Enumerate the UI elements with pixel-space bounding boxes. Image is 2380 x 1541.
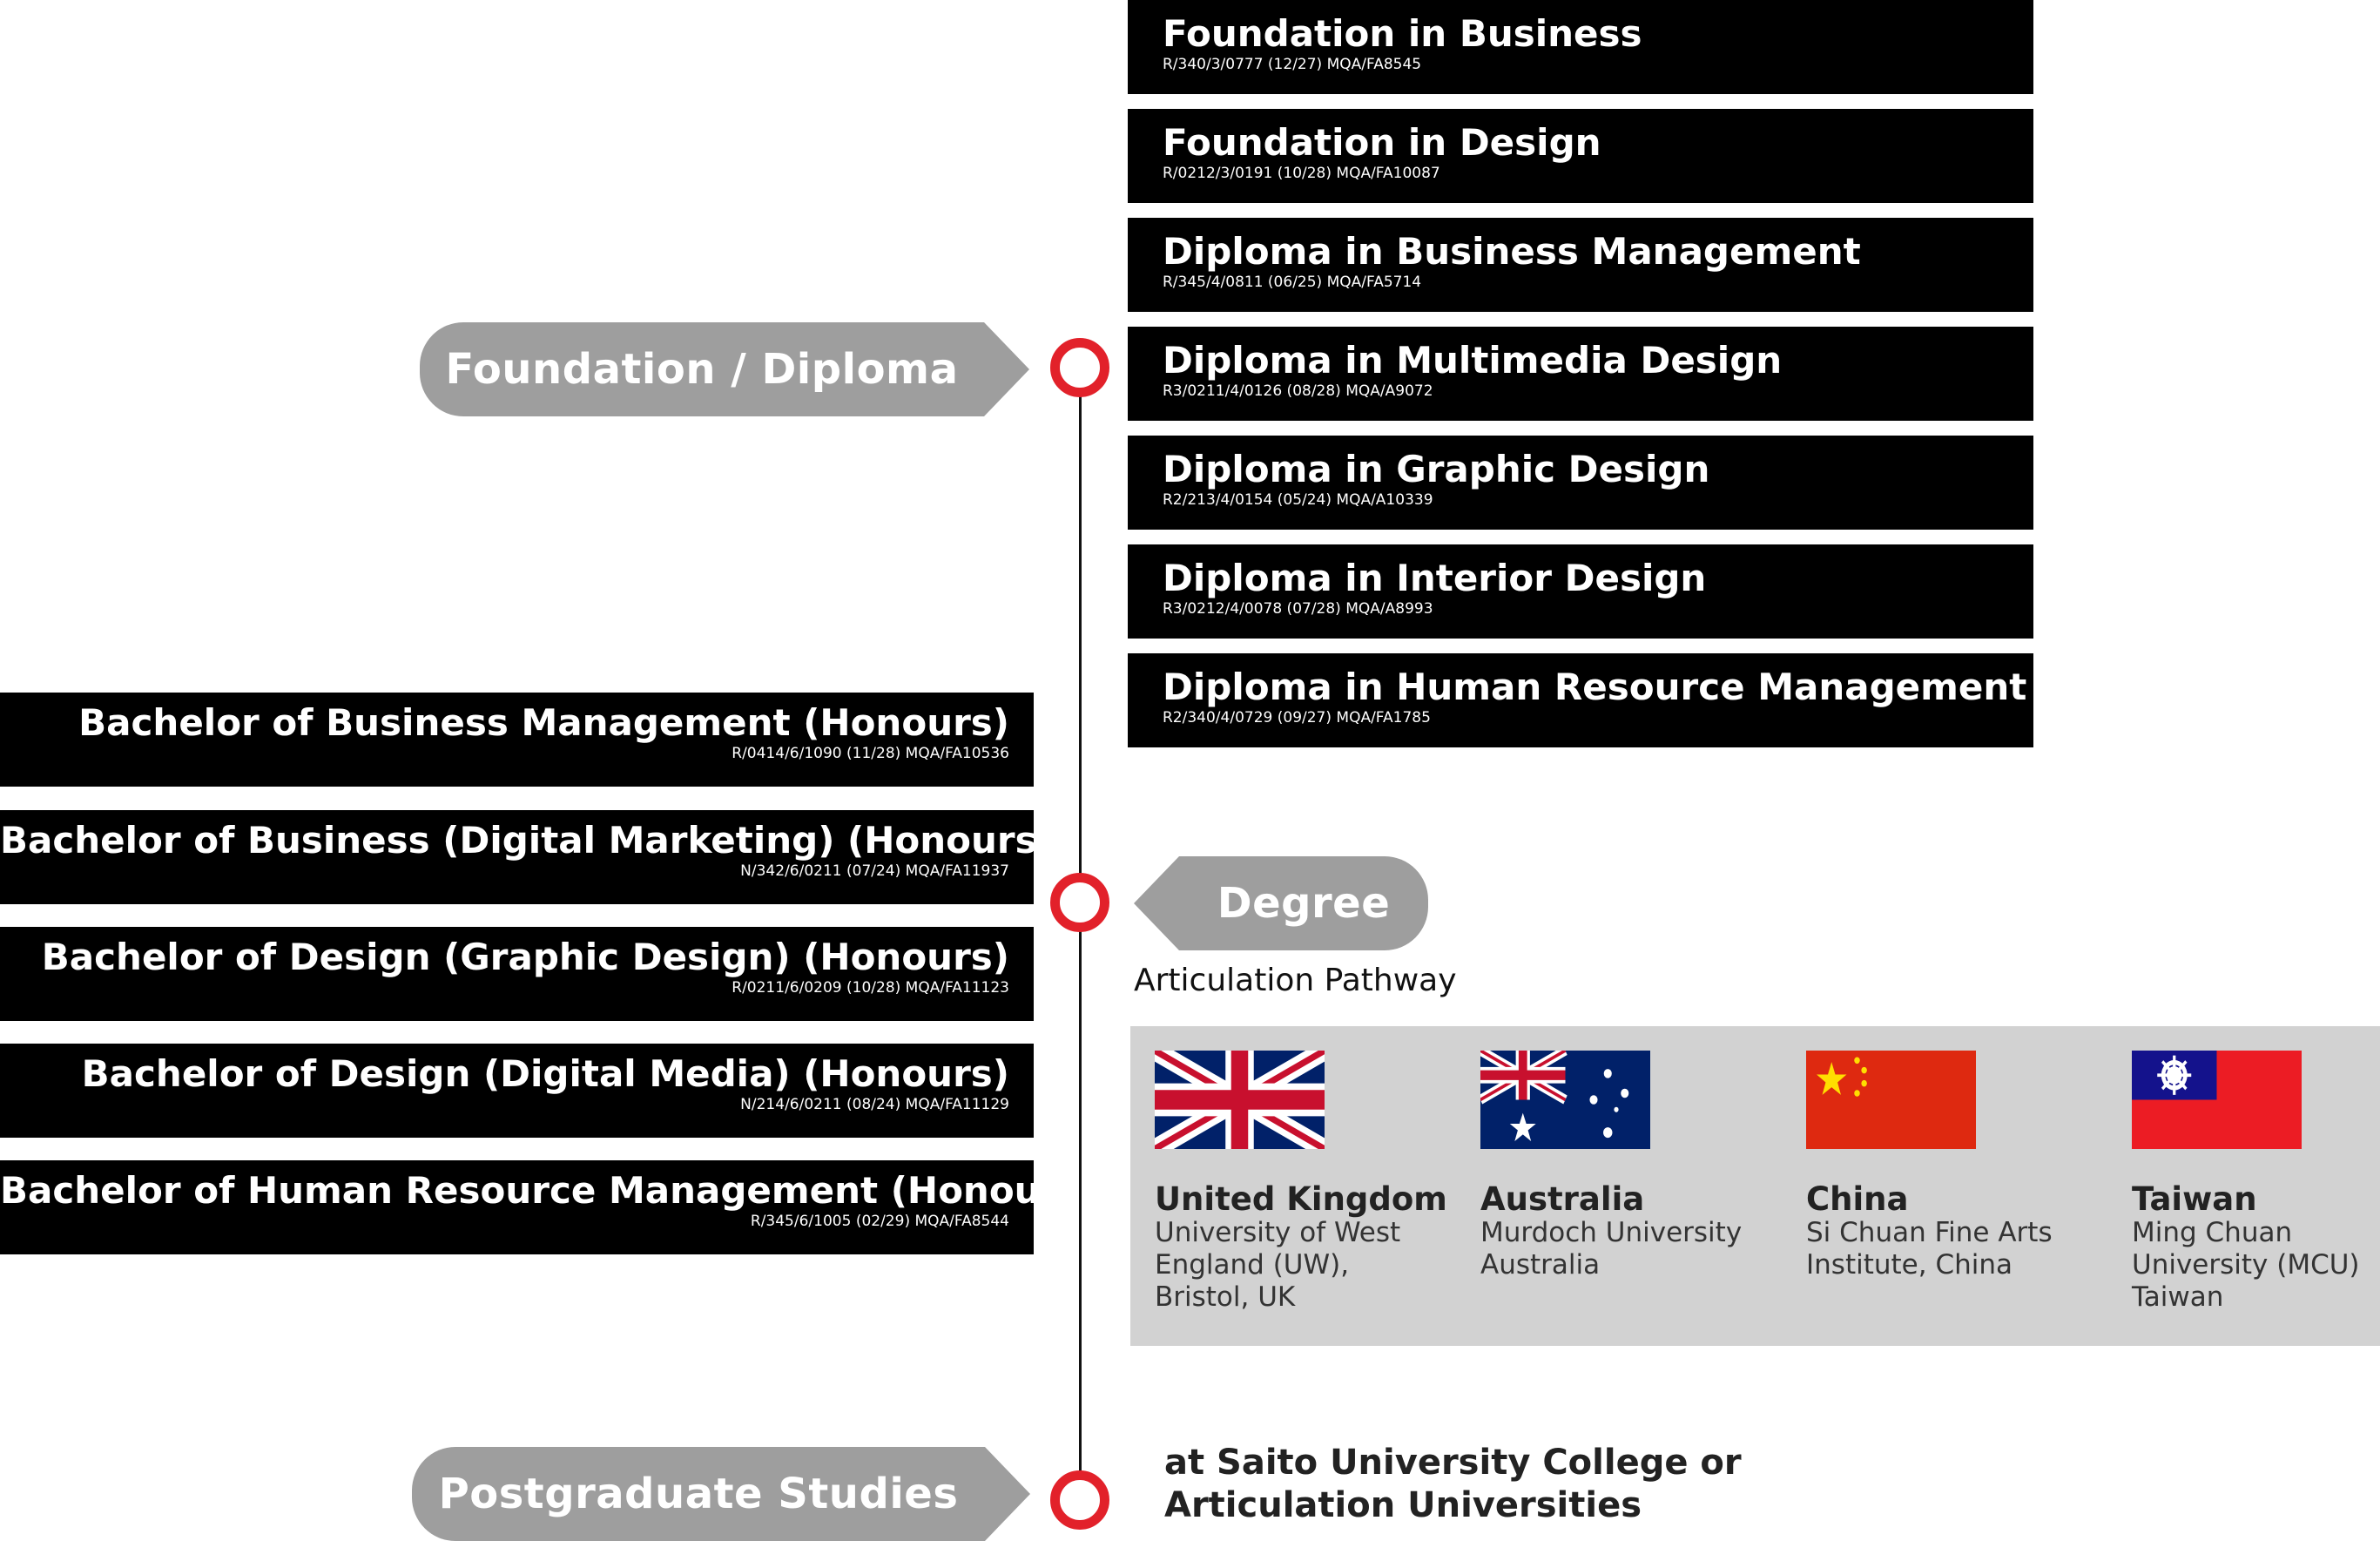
country-china: China Si Chuan Fine Arts Institute, Chin… — [1806, 1051, 2102, 1281]
articulation-panel: United Kingdom University of West Englan… — [1130, 1026, 2380, 1346]
stage-tag-foundation: Foundation / Diploma — [420, 322, 1029, 416]
articulation-heading: Articulation Pathway — [1134, 963, 1457, 998]
program-bar-bachelor-human-resource-management[interactable]: Bachelor of Human Resource Management (H… — [0, 1160, 1097, 1254]
program-title: Bachelor of Design (Graphic Design) (Hon… — [41, 936, 1009, 978]
stage-label: Degree — [1217, 879, 1391, 928]
program-title: Bachelor of Business (Digital Marketing)… — [0, 819, 1054, 862]
program-title: Diploma in Graphic Design — [1163, 448, 1710, 490]
program-bar-bachelor-business-digital-marketing[interactable]: Bachelor of Business (Digital Marketing)… — [0, 810, 1054, 904]
program-bar-diploma-human-resource-management[interactable]: Diploma in Human Resource Management R2/… — [1128, 653, 2033, 747]
program-bar-foundation-business[interactable]: Foundation in Business R/340/3/0777 (12/… — [1128, 0, 2033, 94]
stage-tag-degree: Degree — [1134, 856, 1428, 950]
program-title: Foundation in Business — [1163, 12, 1642, 55]
program-code: R3/0212/4/0078 (07/28) MQA/A8993 — [1163, 600, 1433, 618]
program-bar-diploma-graphic-design[interactable]: Diploma in Graphic Design R2/213/4/0154 … — [1128, 436, 2033, 530]
program-code: R/0414/6/1090 (11/28) MQA/FA10536 — [732, 745, 1009, 762]
program-bar-diploma-interior-design[interactable]: Diploma in Interior Design R3/0212/4/007… — [1128, 544, 2033, 639]
program-code: R2/213/4/0154 (05/24) MQA/A10339 — [1163, 491, 1433, 509]
university-name: University of West England (UW), Bristol… — [1155, 1217, 1401, 1313]
program-code: R3/0211/4/0126 (08/28) MQA/A9072 — [1163, 382, 1433, 400]
program-bar-diploma-business-management[interactable]: Diploma in Business Management R/345/4/0… — [1128, 218, 2033, 312]
program-title: Diploma in Interior Design — [1163, 557, 1707, 599]
program-code: R/0211/6/0209 (10/28) MQA/FA11123 — [732, 979, 1009, 997]
program-title: Bachelor of Design (Digital Media) (Hono… — [81, 1052, 1009, 1095]
program-code: R/345/4/0811 (06/25) MQA/FA5714 — [1163, 274, 1422, 291]
program-code: N/342/6/0211 (07/24) MQA/FA11937 — [740, 862, 1009, 880]
stage-label: Foundation / Diploma — [445, 345, 959, 394]
timeline-node-foundation — [1050, 338, 1109, 397]
country-australia: Australia Murdoch University Australia — [1480, 1051, 1777, 1281]
country-name: Taiwan — [2132, 1180, 2257, 1218]
country-name: Australia — [1480, 1180, 1645, 1218]
university-name: Ming Chuan University (MCU) Taiwan — [2132, 1217, 2360, 1313]
program-code: R/345/6/1005 (02/29) MQA/FA8544 — [750, 1213, 1009, 1230]
country-united-kingdom: United Kingdom University of West Englan… — [1155, 1051, 1451, 1314]
postgrad-note-line2: Articulation Universities — [1164, 1485, 1642, 1525]
program-bar-bachelor-design-graphic-design[interactable]: Bachelor of Design (Graphic Design) (Hon… — [0, 927, 1034, 1021]
program-code: R/340/3/0777 (12/27) MQA/FA8545 — [1163, 56, 1422, 73]
program-title: Diploma in Business Management — [1163, 230, 1861, 273]
program-bar-bachelor-design-digital-media[interactable]: Bachelor of Design (Digital Media) (Hono… — [0, 1044, 1034, 1138]
china-flag-icon — [1806, 1051, 1976, 1149]
stage-label: Postgraduate Studies — [438, 1470, 959, 1518]
program-bar-diploma-multimedia-design[interactable]: Diploma in Multimedia Design R3/0211/4/0… — [1128, 327, 2033, 421]
stage-tag-postgrad: Postgraduate Studies — [412, 1447, 1030, 1541]
country-taiwan: Taiwan Ming Chuan University (MCU) Taiwa… — [2132, 1051, 2380, 1314]
postgrad-note-line1: at Saito University College or — [1164, 1443, 1742, 1483]
program-title: Bachelor of Human Resource Management (H… — [0, 1169, 1097, 1212]
university-name: Si Chuan Fine Arts Institute, China — [1806, 1217, 2053, 1281]
uk-flag-icon — [1155, 1051, 1325, 1149]
country-name: China — [1806, 1180, 1909, 1218]
program-bar-foundation-design[interactable]: Foundation in Design R/0212/3/0191 (10/2… — [1128, 109, 2033, 203]
taiwan-flag-icon — [2132, 1051, 2302, 1149]
program-title: Foundation in Design — [1163, 121, 1601, 164]
program-code: R2/340/4/0729 (09/27) MQA/FA1785 — [1163, 709, 1431, 727]
program-code: N/214/6/0211 (08/24) MQA/FA11129 — [740, 1096, 1009, 1113]
program-title: Diploma in Human Resource Management — [1163, 666, 2027, 708]
timeline-node-degree — [1050, 873, 1109, 932]
program-code: R/0212/3/0191 (10/28) MQA/FA10087 — [1163, 165, 1440, 182]
timeline-node-postgrad — [1050, 1470, 1109, 1530]
program-bar-bachelor-business-management[interactable]: Bachelor of Business Management (Honours… — [0, 693, 1034, 787]
australia-flag-icon — [1480, 1051, 1650, 1149]
university-name: Murdoch University Australia — [1480, 1217, 1743, 1281]
postgrad-note: at Saito University College or Articulat… — [1164, 1442, 1742, 1527]
program-title: Diploma in Multimedia Design — [1163, 339, 1783, 382]
country-name: United Kingdom — [1155, 1180, 1447, 1218]
program-title: Bachelor of Business Management (Honours… — [78, 701, 1009, 744]
